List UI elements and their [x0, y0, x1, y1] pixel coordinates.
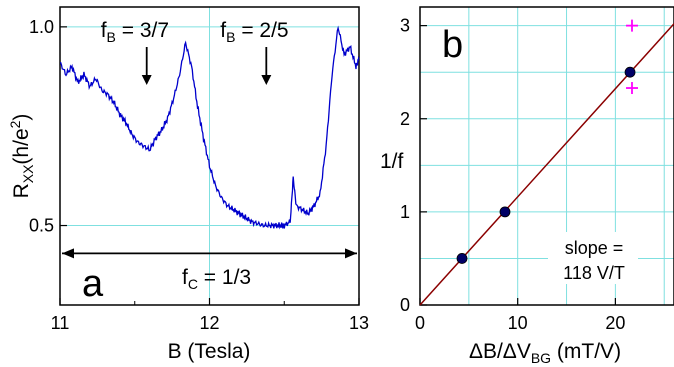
annotation-sub: B — [226, 29, 235, 45]
panel-b-xlabel-unit: (mT/V) — [551, 340, 621, 363]
panel-b-slope-box — [548, 232, 638, 284]
panel-a-letter: a — [82, 263, 104, 305]
panel-a-xtick-label: 12 — [199, 313, 219, 333]
panel-b-slope-line1: slope = — [565, 238, 624, 258]
panel-b-ytick-label: 1 — [400, 202, 410, 222]
panel-a-ylabel-sub: XX — [20, 164, 36, 183]
panel-b-points — [456, 19, 638, 264]
panel-a-annotation-label: fB = 2/5 — [220, 19, 288, 45]
panel-b-ylabel: 1/f — [380, 150, 404, 173]
panel-a-ytick-label: 1.0 — [29, 17, 54, 37]
annotation-rest: = 2/5 — [235, 19, 288, 42]
annotation-f: f — [220, 19, 226, 42]
panel-b-xtick-label: 10 — [508, 313, 528, 333]
panel-b-xlabel-sub: BG — [531, 350, 551, 366]
panel-b-xtick-label: 20 — [605, 313, 625, 333]
annotation-rest: = 3/7 — [116, 19, 169, 42]
panel-a-ytick-label: 0.5 — [29, 216, 54, 236]
panel-b-xlabel: ΔB/ΔVBG (mT/V) — [469, 340, 621, 366]
panel-b-plus-marker — [625, 82, 638, 95]
annotation-sub: B — [107, 29, 116, 45]
span-f: f — [182, 266, 188, 289]
panel-a-ylabel: RXX(h/e2) — [7, 114, 36, 199]
panel-a-xtick-label: 11 — [51, 313, 70, 333]
panel-a-ylabel-sup: 2 — [7, 120, 23, 128]
panel-a-xtick-label: 13 — [349, 313, 369, 333]
panel-a-span-label: fC = 1/3 — [182, 266, 251, 292]
span-sub: C — [188, 276, 198, 292]
panel-b-point — [456, 253, 468, 264]
panel-b-slope-line2: 118 V/T — [563, 263, 625, 283]
panel-a-ylabel-unit: (h/e — [10, 128, 33, 164]
panel-a-grid — [60, 7, 359, 305]
panel-a-annotation-label: fB = 3/7 — [101, 19, 169, 45]
panel-a: 11 12 130.51.0 fB = 3/7 fB = 2/5fC = 1/3 B … — [7, 6, 369, 363]
panel-b-ytick-label: 2 — [400, 109, 410, 129]
span-rest: = 1/3 — [198, 266, 251, 289]
panel-b-frame — [419, 6, 674, 306]
panel-b-plus-marker — [625, 19, 638, 32]
panel-b-xtick-label: 0 — [415, 313, 425, 333]
panel-a-annotations: fB = 3/7 fB = 2/5fC = 1/3 — [62, 19, 357, 292]
panel-b-ytick-label: 0 — [400, 295, 410, 315]
panel-b-ytick-label: 3 — [400, 16, 410, 36]
panel-b-ticks: 0 10 20 0 1 2 3 — [400, 16, 625, 333]
panel-a-series-line — [60, 25, 360, 230]
panel-b-point — [499, 206, 511, 218]
panel-a-xlabel: B (Tesla) — [168, 340, 251, 363]
panel-b-xlabel-main: ΔB/ΔV — [469, 340, 531, 363]
panel-a-ylabel-close: ) — [10, 114, 33, 121]
panel-b-point — [624, 66, 636, 78]
panel-a-ticks: 11 12 13 0.5 1.0 — [29, 17, 369, 333]
panel-b-letter: b — [442, 24, 463, 66]
annotation-f: f — [101, 19, 107, 42]
panel-a-ylabel-main: R — [10, 183, 33, 198]
panel-b: 0 10 20 0 1 2 3 slope = 118 V/T 1/f ΔB/ΔVBG (m… — [380, 6, 674, 366]
